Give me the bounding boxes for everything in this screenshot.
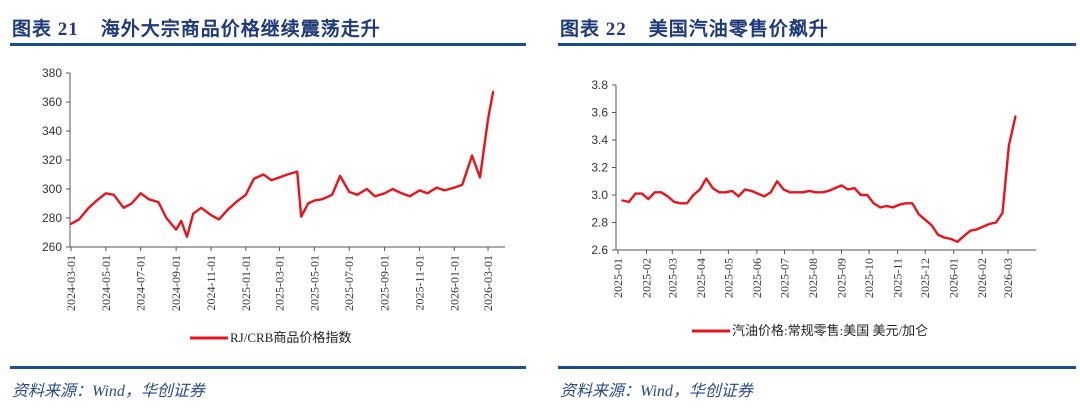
- x-tick-label: 2025-11-01: [412, 255, 426, 311]
- x-tick-label: 2026-03-01: [481, 255, 495, 311]
- y-tick-label: 340: [42, 124, 62, 138]
- series-line: [69, 90, 495, 239]
- y-tick-label: 2.6: [591, 243, 608, 257]
- x-tick-label: 2025-09-01: [378, 255, 392, 311]
- left-figure-panel: 图表 21 海外大宗商品价格继续震荡走升 260 280 300 320 340 360 38…: [0, 0, 530, 411]
- y-tick-label: 320: [42, 153, 62, 167]
- x-tick-label: 2025-09: [835, 258, 849, 298]
- x-tick-label: 2025-01-01: [239, 255, 253, 311]
- x-tick-label: 2026-01-01: [447, 255, 461, 311]
- x-tick-label: 2024-05-01: [99, 255, 113, 311]
- y-tick-label: 380: [42, 66, 62, 80]
- series-line: [621, 115, 1017, 244]
- x-tick-label: 2025-10: [862, 258, 876, 298]
- x-tick-label: 2025-03: [665, 258, 679, 298]
- right-top-rule: [558, 43, 1076, 46]
- right-figure-title-text: 美国汽油零售价飙升: [648, 19, 829, 40]
- left-figure-title: 图表 21 海外大宗商品价格继续震荡走升: [12, 14, 381, 41]
- y-tick-label: 3.4: [591, 133, 608, 147]
- y-tick-label: 3.6: [591, 106, 608, 120]
- x-tick-label: 2025-08: [806, 258, 820, 298]
- x-tick-label: 2025-03-01: [273, 255, 287, 311]
- legend-label: RJ/CRB商品价格指数: [230, 330, 351, 345]
- left-top-rule: [10, 43, 526, 46]
- x-tick-label: 2025-11: [891, 258, 905, 298]
- left-figure-title-text: 海外大宗商品价格继续震荡走升: [100, 19, 381, 40]
- x-tick-label: 2025-06: [750, 258, 764, 298]
- x-tick-label: 2025-04: [694, 258, 708, 298]
- x-tick-label: 2026-02: [975, 258, 989, 298]
- y-tick-label: 2.8: [591, 216, 608, 230]
- right-figure-title: 图表 22 美国汽油零售价飙升: [560, 14, 829, 41]
- y-tick-label: 3.0: [591, 188, 608, 202]
- x-tick-label: 2026-01: [947, 258, 961, 298]
- x-tick-label: 2025-07: [777, 258, 791, 298]
- legend-label: 汽油价格:常规零售:美国 美元/加仑: [732, 323, 928, 338]
- y-tick-label: 260: [42, 240, 62, 254]
- y-tick-label: 360: [42, 95, 62, 109]
- x-tick-label: 2024-07-01: [134, 255, 148, 311]
- x-tick-label: 2025-05: [721, 258, 735, 298]
- left-line-chart: 260 280 300 320 340 360 380 2024-03-01 2024-05-0…: [42, 66, 505, 345]
- y-tick-label: 3.2: [591, 161, 608, 175]
- right-figure-panel: 图表 22 美国汽油零售价飙升 2.6 2.8 3.0 3.2 3.4 3.6 3.8 2025…: [548, 0, 1080, 411]
- x-tick-label: 2025-07-01: [342, 255, 356, 311]
- x-tick-label: 2025-12: [918, 258, 932, 298]
- left-bottom-rule: [10, 366, 526, 369]
- y-tick-label: 3.8: [591, 78, 608, 92]
- x-tick-label: 2024-09-01: [169, 255, 183, 311]
- right-source-note: 资料来源：Wind，华创证券: [560, 383, 753, 400]
- x-tick-label: 2025-02: [640, 258, 654, 298]
- y-tick-label: 280: [42, 211, 62, 225]
- left-figure-number: 图表 21: [12, 19, 79, 40]
- x-tick-label: 2025-05-01: [307, 255, 321, 311]
- x-tick-label: 2024-03-01: [64, 255, 78, 311]
- right-bottom-rule: [558, 366, 1076, 369]
- x-tick-label: 2024-11-01: [204, 255, 218, 311]
- right-line-chart: 2.6 2.8 3.0 3.2 3.4 3.6 3.8 2025-01 2025-02 2025-…: [591, 78, 1036, 338]
- left-source-note: 资料来源：Wind，华创证券: [12, 383, 205, 400]
- right-figure-number: 图表 22: [560, 19, 627, 40]
- x-tick-label: 2025-01: [611, 258, 625, 298]
- x-tick-label: 2026-03: [1001, 258, 1015, 298]
- y-tick-label: 300: [42, 182, 62, 196]
